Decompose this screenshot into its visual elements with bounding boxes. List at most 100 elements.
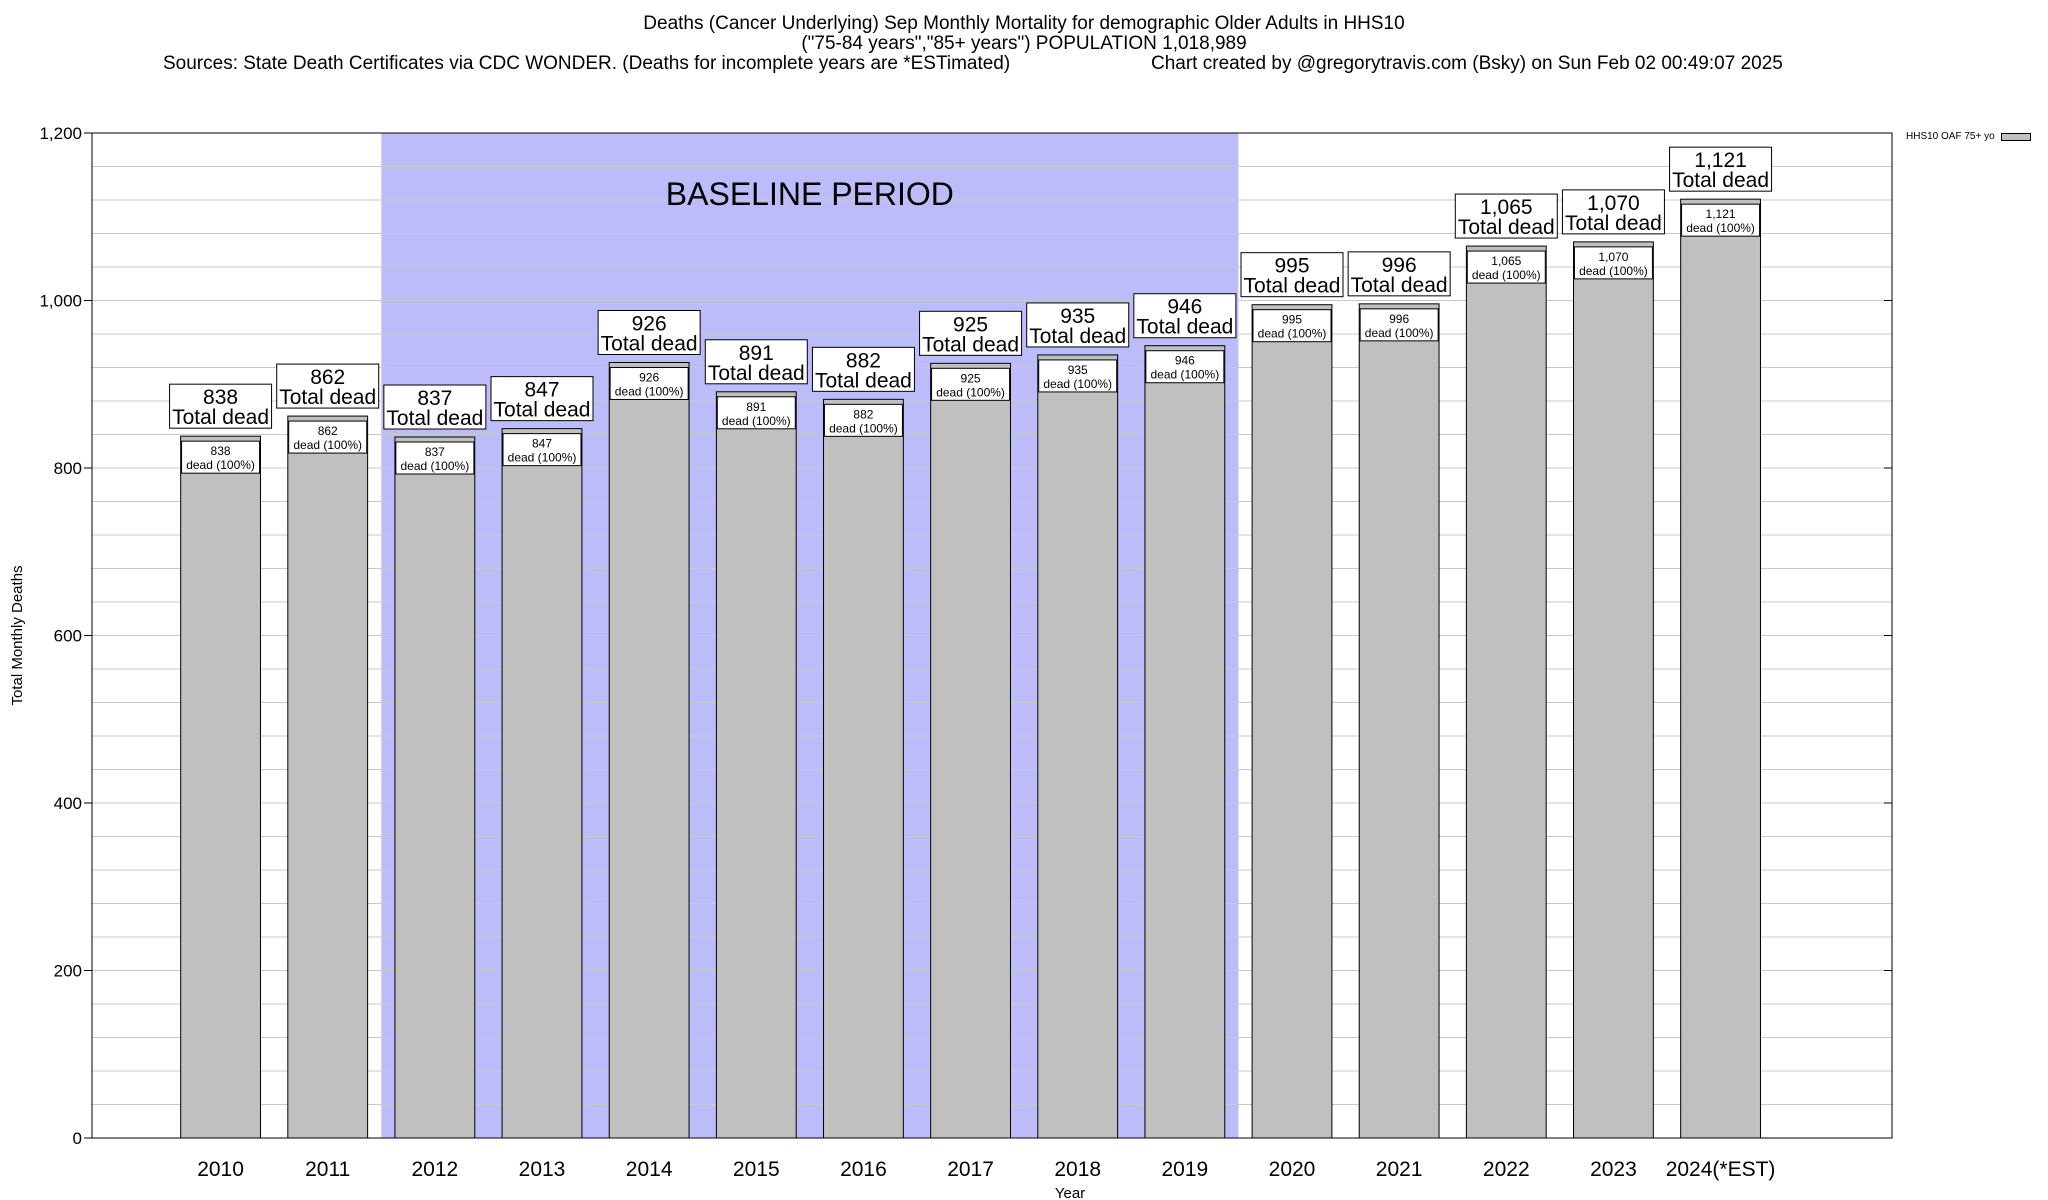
bar-total-label: Total dead	[172, 406, 269, 429]
y-tick-label: 800	[54, 459, 82, 478]
bar-inner-percent: dead (100%)	[400, 459, 469, 473]
bar-inner-percent: dead (100%)	[615, 384, 684, 398]
bar-inner-label-box	[502, 433, 582, 467]
bar-total-label-box	[811, 346, 915, 392]
bar-inner-value: 925	[961, 371, 981, 385]
bar-total-label-box	[919, 310, 1023, 356]
y-tick-label: 1,000	[39, 292, 82, 311]
bar-total-label-box	[1133, 293, 1237, 339]
bar-inner-label-box	[823, 403, 903, 437]
bar-total-value: 882	[846, 349, 881, 372]
bar-total-label-box	[1347, 251, 1451, 297]
bar-total-label: Total dead	[1136, 316, 1233, 339]
bar-inner-percent: dead (100%)	[936, 385, 1005, 399]
bar-total-label: Total dead	[708, 362, 805, 385]
baseline-annotation: BASELINE PERIOD	[666, 176, 954, 212]
x-tick-label: 2021	[1376, 1158, 1423, 1181]
bar	[1144, 345, 1226, 1139]
bar-inner-value: 862	[318, 424, 338, 438]
bar-total-value: 847	[524, 379, 559, 402]
bar-total-label-box	[276, 363, 380, 409]
sources-text: Sources: State Death Certificates via CD…	[163, 53, 1011, 74]
x-tick-label: 2012	[411, 1158, 458, 1181]
x-tick-label: 2024(*EST)	[1666, 1158, 1776, 1181]
bar-total-label-box	[1669, 146, 1773, 192]
bar-total-value: 926	[632, 312, 667, 335]
bar-inner-label-box	[931, 367, 1011, 401]
bar-inner-label-box	[1466, 250, 1546, 284]
y-tick-label: 0	[73, 1129, 82, 1148]
bar-total-value: 995	[1274, 255, 1309, 278]
x-tick-label: 2023	[1590, 1158, 1637, 1181]
bar-inner-label-box	[1252, 309, 1332, 343]
bar-inner-percent: dead (100%)	[1686, 221, 1755, 235]
bar	[715, 391, 797, 1139]
bar-inner-value: 847	[532, 437, 552, 451]
bar-total-value: 925	[953, 313, 988, 336]
bar	[287, 415, 369, 1139]
y-tick-label: 600	[54, 627, 82, 646]
bar-inner-percent: dead (100%)	[508, 451, 577, 465]
bar	[1037, 354, 1119, 1139]
bar-inner-value: 995	[1282, 313, 1302, 327]
bar-total-label: Total dead	[601, 332, 698, 355]
bar-inner-percent: dead (100%)	[293, 438, 362, 452]
bar-inner-percent: dead (100%)	[829, 421, 898, 435]
bar	[930, 362, 1011, 1139]
bar-inner-label-box	[1145, 350, 1225, 384]
bar-inner-label-box	[395, 441, 475, 475]
legend-label: HHS10 OAF 75+ yo	[1906, 131, 1995, 142]
x-tick-label: 2010	[197, 1158, 244, 1181]
bar-inner-label-box	[1573, 246, 1653, 280]
bar-total-label-box	[1561, 189, 1665, 235]
bar-total-label-box	[1026, 302, 1130, 348]
bar	[1465, 245, 1547, 1139]
x-tick-label: 2022	[1483, 1158, 1530, 1181]
bar-inner-value: 1,065	[1491, 254, 1521, 268]
bar-total-value: 946	[1167, 296, 1202, 319]
bar	[501, 428, 583, 1139]
bar	[1358, 303, 1440, 1139]
bar-inner-value: 882	[853, 407, 873, 421]
bar-total-value: 1,121	[1694, 149, 1747, 172]
bar-inner-value: 1,070	[1598, 250, 1628, 264]
bar-inner-label-box	[1359, 308, 1439, 342]
x-axis-label: Year	[1055, 1185, 1085, 1200]
bar-total-value: 862	[310, 366, 345, 389]
y-tick-label: 200	[54, 962, 82, 981]
bar-total-label-box	[383, 384, 487, 430]
bar-inner-percent: dead (100%)	[1043, 377, 1112, 391]
legend-swatch	[2000, 132, 2031, 141]
bar	[608, 361, 690, 1139]
x-tick-label: 2017	[947, 1158, 994, 1181]
bar-total-label: Total dead	[494, 399, 591, 422]
bar-total-label: Total dead	[1244, 275, 1341, 298]
x-tick-label: 2016	[840, 1158, 887, 1181]
bar-inner-value: 996	[1389, 312, 1409, 326]
bar-inner-label-box	[288, 420, 368, 454]
bar-total-label-box	[597, 309, 701, 355]
x-tick-label: 2015	[733, 1158, 780, 1181]
bar-total-label: Total dead	[279, 386, 376, 409]
bar-inner-label-box	[1038, 359, 1118, 393]
bar-inner-label-box	[181, 440, 261, 474]
bar-total-value: 1,070	[1587, 192, 1640, 215]
bar-total-label: Total dead	[1565, 212, 1662, 235]
y-axis-label: Total Monthly Deaths	[9, 565, 26, 705]
x-tick-label: 2013	[519, 1158, 566, 1181]
bar-inner-percent: dead (100%)	[1472, 268, 1541, 282]
bar	[823, 398, 904, 1139]
x-tick-label: 2014	[626, 1158, 673, 1181]
y-tick-label: 400	[54, 794, 82, 813]
bar-inner-value: 891	[746, 400, 766, 414]
bar-total-label-box	[704, 339, 808, 385]
bar-total-label: Total dead	[1458, 216, 1555, 239]
bar-total-value: 837	[417, 387, 452, 410]
x-tick-label: 2011	[305, 1158, 350, 1181]
bar-total-value: 935	[1060, 305, 1095, 328]
bar-inner-value: 1,121	[1706, 207, 1736, 221]
bar	[394, 436, 476, 1139]
bar-total-label: Total dead	[922, 333, 1019, 356]
bar-total-label-box	[169, 383, 273, 429]
bar-inner-label-box	[609, 366, 689, 400]
